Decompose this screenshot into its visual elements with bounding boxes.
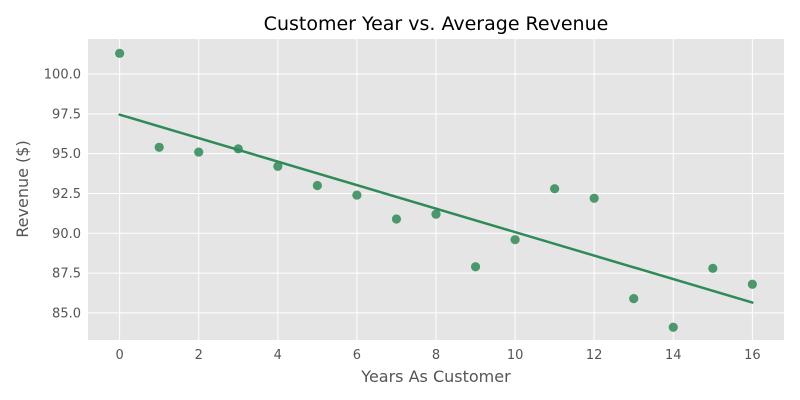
x-tick-label: 6 [353, 348, 361, 363]
data-point [312, 180, 322, 191]
data-point [629, 293, 639, 304]
y-tick-label: 97.5 [52, 107, 81, 122]
regression-line [118, 113, 754, 304]
data-point [550, 184, 560, 194]
x-tick-label: 16 [744, 348, 761, 363]
y-gridlines [88, 73, 784, 314]
y-tick-label: 85.0 [52, 306, 81, 321]
data-point [194, 147, 204, 157]
y-tick-label: 90.0 [52, 227, 81, 242]
chart-title: Customer Year vs. Average Revenue [264, 13, 609, 35]
data-point [668, 322, 678, 332]
x-tick-labels: 0 2 4 6 8 10 12 14 16 [115, 348, 760, 363]
data-point [470, 262, 481, 272]
y-tick-label: 95.0 [52, 147, 81, 162]
data-point [391, 214, 402, 224]
x-axis-label: Years As Customer [360, 367, 511, 386]
data-point [510, 235, 520, 245]
y-tick-label: 87.5 [52, 267, 81, 282]
data-point [115, 48, 125, 58]
y-axis-label: Revenue ($) [13, 140, 32, 237]
data-point [589, 193, 599, 203]
data-point [352, 190, 362, 200]
x-tick-label: 2 [195, 348, 203, 363]
data-point [273, 161, 283, 172]
data-point [708, 263, 718, 273]
data-point [747, 279, 757, 289]
data-point [431, 209, 441, 219]
x-tick-label: 8 [432, 348, 440, 363]
x-tick-label: 14 [665, 348, 682, 363]
data-points [115, 48, 757, 332]
x-gridlines [119, 39, 753, 340]
x-tick-label: 12 [586, 348, 603, 363]
data-point [154, 142, 164, 152]
x-tick-label: 10 [507, 348, 524, 363]
y-tick-labels: 85.0 87.5 90.0 92.5 95.0 97.5 100.0 [44, 68, 81, 322]
x-tick-label: 4 [274, 348, 282, 363]
y-tick-label: 92.5 [52, 187, 81, 202]
x-tick-label: 0 [115, 348, 123, 363]
y-tick-label: 100.0 [44, 68, 81, 83]
data-point [233, 144, 243, 154]
